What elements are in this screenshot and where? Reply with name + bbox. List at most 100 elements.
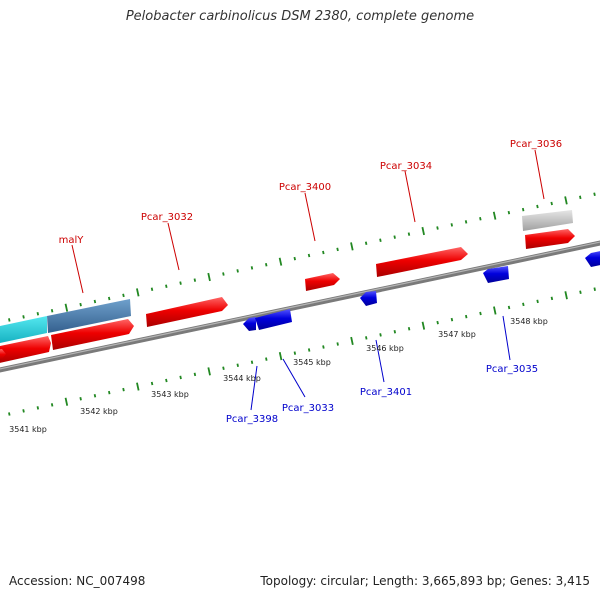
tick-mark [465,314,468,319]
gene-arrow-reverse[interactable] [483,266,509,283]
tick-mark [236,363,239,368]
label-leader-line [534,149,545,200]
gene-arrow-reverse[interactable] [255,309,292,330]
tick-mark [193,278,197,282]
tick-mark [222,272,225,276]
tick-mark [265,263,268,267]
tick-mark [536,204,539,209]
tick-mark [336,342,339,346]
tick-mark [450,223,454,227]
tick-mark [150,287,154,292]
tick-mark [350,336,354,346]
label-leader-line [282,358,306,398]
tick-mark [564,291,568,300]
tick-mark [407,326,411,331]
gene-arrow-forward[interactable] [305,273,340,291]
tick-mark [550,201,553,206]
tick-mark [250,266,254,270]
gene-label-Pcar_3033[interactable]: Pcar_3033 [282,403,334,414]
label-leader-line [250,365,258,411]
tick-mark [393,235,396,239]
tick-mark [421,321,426,330]
gene-arrow-forward[interactable] [376,247,468,277]
gene-label-Pcar_3036[interactable]: Pcar_3036 [510,139,562,150]
tick-mark [79,302,82,307]
tick-mark [436,226,439,230]
gene-label-malY[interactable]: malY [59,235,85,246]
tick-mark [193,372,197,377]
gene-arrow-forward[interactable] [146,297,228,327]
tick-mark [579,195,582,200]
tick-mark [278,352,283,361]
tick-mark [521,207,525,212]
kbp-tick-label: 3545 kbp [293,358,331,367]
gene-arrow-reverse[interactable] [243,317,256,331]
tick-mark [64,303,69,312]
tick-mark [36,406,40,410]
gene-arrow-forward[interactable] [0,336,51,364]
tick-mark [93,299,97,304]
kbp-tick-label: 3542 kbp [80,407,118,416]
tick-mark [265,357,268,361]
tick-mark [22,409,25,413]
label-leader-line [375,339,385,383]
gene-label-Pcar_3035[interactable]: Pcar_3035 [486,364,538,375]
forward-gene-labels: malY Pcar_3032 Pcar_3400 Pcar_3034 Pcar_… [59,139,562,294]
genome-backbone [0,240,600,373]
topology-text: Topology: circular; Length: 3,665,893 bp… [260,574,590,588]
gene-label-Pcar_3401[interactable]: Pcar_3401 [360,387,412,398]
gene-arrow-forward[interactable] [51,319,134,350]
tick-mark [492,211,497,220]
genome-backbone-highlight [0,241,600,370]
tick-mark [421,226,425,236]
label-leader-line [502,315,511,361]
tick-mark [136,382,140,391]
reverse-genes [243,250,600,331]
tick-mark [564,196,568,205]
tick-mark [479,311,482,316]
selected-region-steel [47,299,131,333]
selected-region-cyan [0,316,47,343]
gene-label-Pcar_3400[interactable]: Pcar_3400 [279,182,331,193]
tick-mark [179,281,182,285]
tick-mark [336,247,339,252]
gene-label-Pcar_3034[interactable]: Pcar_3034 [380,161,432,172]
feature-grey-box[interactable] [522,210,573,231]
gene-arrow-forward[interactable] [525,229,575,249]
gene-arrow-reverse[interactable] [585,250,600,267]
tick-mark [122,387,125,392]
tick-mark [222,366,225,371]
gene-arrow-reverse[interactable] [360,291,377,306]
tick-mark [107,296,111,301]
label-leader-line [304,192,316,242]
reverse-tick-track [8,287,596,416]
tick-mark [579,290,582,294]
kbp-tick-labels: 3541 kbp 3542 kbp 3543 kbp 3544 kbp 3545… [9,317,548,434]
gene-label-Pcar_3398[interactable]: Pcar_3398 [226,414,278,425]
tick-mark [550,296,554,301]
tick-mark [50,308,54,313]
tick-mark [365,336,368,340]
tick-mark [436,320,439,325]
forward-genes [0,229,575,364]
gene-arrow-forward[interactable] [0,349,6,361]
tick-mark [493,306,497,315]
tick-mark [122,293,125,298]
tick-mark [507,210,511,215]
accession-text: Accession: NC_007498 [9,574,146,588]
tick-mark [165,378,168,383]
tick-mark [36,312,40,316]
kbp-tick-label: 3548 kbp [510,317,548,326]
tick-mark [322,345,325,349]
tick-mark [322,250,325,255]
tick-mark [278,257,283,266]
tick-mark [236,269,239,273]
tick-mark [250,360,254,364]
tick-mark [350,242,354,251]
reverse-gene-labels: Pcar_3398 Pcar_3033 Pcar_3401 Pcar_3035 [226,315,538,425]
gene-label-Pcar_3032[interactable]: Pcar_3032 [141,212,193,223]
label-leader-line [71,244,84,294]
selected-region-malY[interactable] [0,299,131,344]
tick-mark [207,367,211,376]
